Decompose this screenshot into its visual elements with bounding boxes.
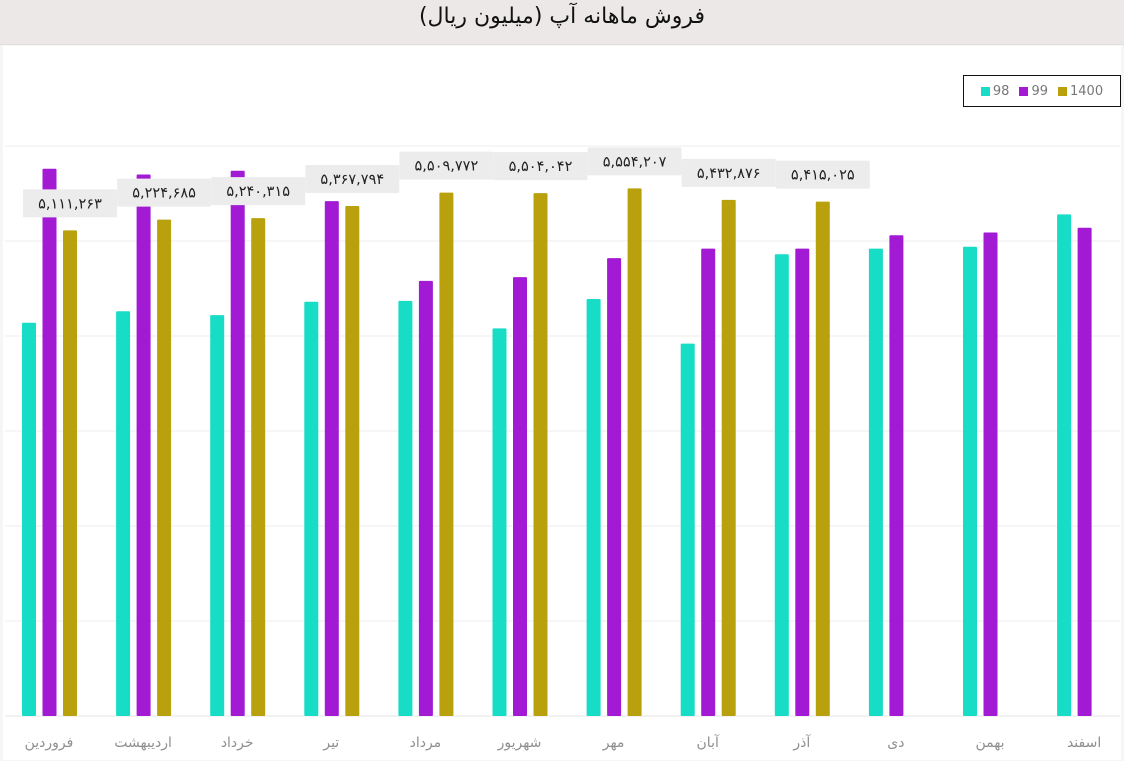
bar-98-8	[680, 343, 695, 716]
x-tick-label: اسفند	[1067, 735, 1101, 751]
data-label: ۵,۲۲۴,۶۸۵	[132, 186, 196, 202]
bar-98-12	[1057, 214, 1072, 716]
bar-1400-9	[815, 201, 830, 716]
bar-98-7	[586, 298, 601, 716]
bar-99-8	[701, 248, 716, 716]
x-tick-label: فروردین	[25, 735, 74, 751]
bar-99-5	[418, 280, 433, 716]
legend-label-98: 98	[992, 83, 1010, 99]
bar-1400-1	[63, 230, 77, 717]
data-label: ۵,۵۰۹,۷۷۲	[415, 159, 479, 175]
data-label-box	[681, 158, 776, 187]
bar-98-9	[774, 254, 789, 717]
data-label-box	[305, 165, 400, 194]
bar-98-4	[304, 301, 319, 716]
bar-1400-4	[345, 206, 360, 716]
legend[interactable]: 98 99 1400	[963, 75, 1121, 107]
data-label: ۵,۵۵۴,۲۰۷	[603, 154, 667, 170]
data-label-box	[775, 160, 870, 189]
bar-99-2	[136, 174, 151, 716]
bar-98-2	[116, 311, 131, 716]
legend-swatch-1400	[1058, 86, 1067, 96]
x-tick-label: شهریور	[497, 735, 542, 751]
data-label: ۵,۴۱۵,۰۲۵	[791, 168, 855, 184]
bar-1400-8	[721, 199, 736, 717]
x-tick-label: خرداد	[221, 735, 254, 751]
x-tick-label: آبان	[697, 734, 720, 751]
bar-99-7	[607, 258, 622, 716]
legend-label-1400: 1400	[1070, 83, 1104, 99]
bar-99-12	[1077, 227, 1092, 716]
legend-item-98[interactable]: 98	[980, 83, 1010, 99]
bar-1400-5	[439, 192, 454, 716]
bar-99-1	[42, 168, 57, 717]
x-tick-label: اردیبهشت	[114, 735, 172, 751]
data-label-box	[211, 177, 306, 206]
data-label: ۵,۱۱۱,۲۶۳	[38, 196, 102, 212]
title-bar: فروش ماهانه آپ (میلیون ریال)	[0, 0, 1124, 45]
bar-1400-3	[251, 218, 266, 716]
bar-98-11	[963, 246, 977, 716]
bar-98-1	[22, 322, 36, 716]
data-label-box	[587, 147, 682, 176]
legend-label-99: 99	[1031, 83, 1048, 99]
bar-99-3	[230, 170, 245, 716]
data-label-box	[23, 189, 117, 218]
bar-98-5	[398, 300, 413, 716]
bar-99-11	[983, 232, 998, 716]
data-label: ۵,۴۳۲,۸۷۶	[697, 166, 761, 182]
data-label: ۵,۳۶۷,۷۹۴	[320, 172, 384, 188]
bar-99-10	[889, 235, 904, 717]
legend-item-99[interactable]: 99	[1019, 84, 1048, 99]
x-tick-label: بهمن	[975, 735, 1004, 751]
chart-title: فروش ماهانه آپ (میلیون ریال)	[418, 4, 706, 29]
bar-99-9	[795, 248, 810, 716]
bar-98-6	[492, 328, 507, 716]
x-tick-label: دی	[887, 735, 904, 751]
bar-98-10	[868, 248, 883, 716]
data-label-box	[399, 151, 494, 180]
legend-swatch-99	[1019, 86, 1029, 96]
bar-99-4	[324, 201, 339, 717]
x-tick-label: تیر	[322, 735, 339, 751]
bar-98-3	[210, 315, 225, 716]
data-label-box	[117, 178, 212, 207]
bar-99-6	[513, 277, 527, 716]
bar-1400-7	[627, 188, 642, 716]
x-tick-label: مهر	[602, 735, 625, 751]
data-label: ۵,۵۰۴,۰۴۲	[509, 159, 573, 175]
x-tick-label: مرداد	[410, 735, 442, 751]
legend-item-1400[interactable]: 1400	[1058, 84, 1103, 99]
data-label: ۵,۲۴۰,۳۱۵	[226, 184, 290, 200]
x-tick-label: آذر	[792, 734, 811, 751]
data-label-box	[493, 152, 588, 181]
bar-1400-2	[157, 219, 172, 717]
bar-1400-6	[533, 193, 548, 716]
legend-swatch-98	[980, 86, 990, 96]
